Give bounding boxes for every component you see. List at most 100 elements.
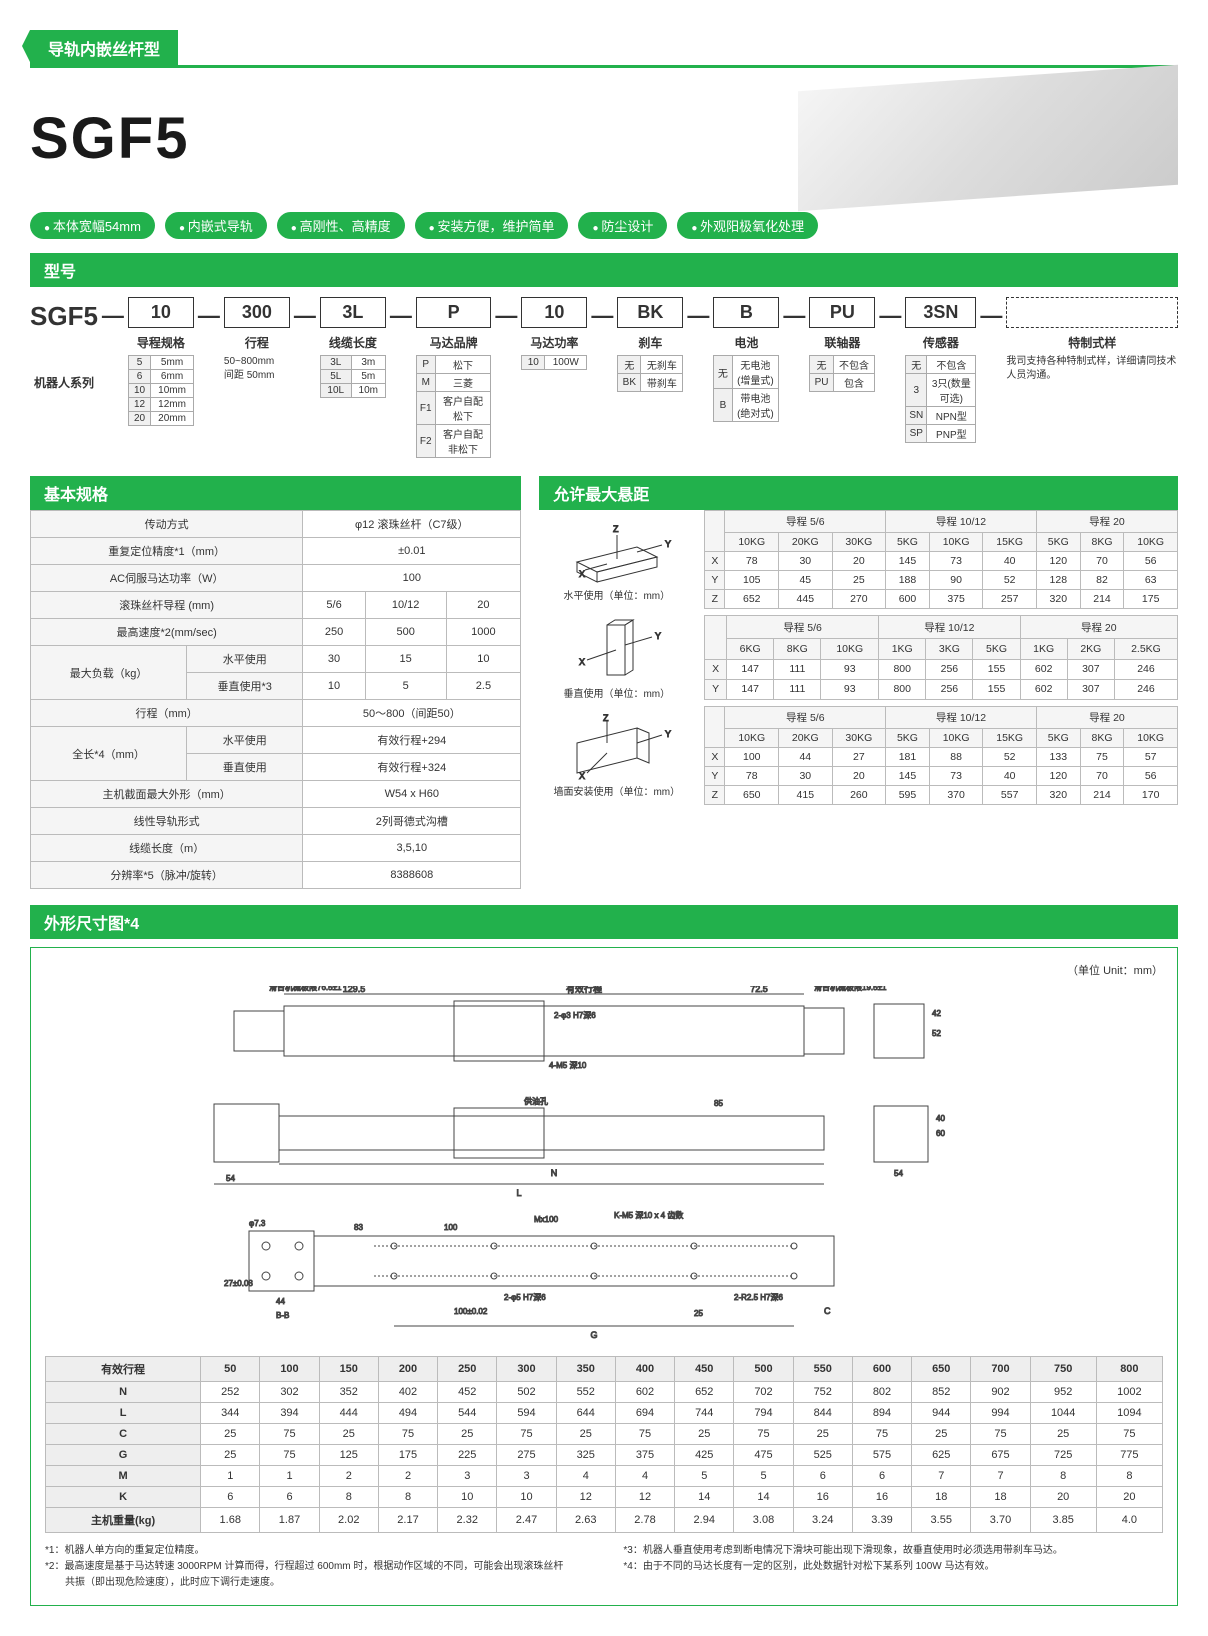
svg-text:2-φ3 H7深6: 2-φ3 H7深6 (554, 1011, 596, 1020)
svg-text:L: L (516, 1188, 521, 1198)
dimension-svg: 129.5 有效行程 72.5 滑台机械极限76.5±1 滑台机械极限19.5±… (154, 986, 1054, 1346)
feature-pill: 本体宽幅54mm (30, 212, 155, 239)
svg-text:供油孔: 供油孔 (524, 1096, 548, 1106)
model-option-table: 10100W (521, 355, 587, 370)
dimension-drawing-box: （单位 Unit：mm） 129.5 有效行程 72.5 滑台机械极限76.5±… (30, 947, 1178, 1606)
dimension-table: 有效行程501001502002503003504004505005506006… (45, 1356, 1163, 1533)
svg-text:85: 85 (714, 1099, 723, 1108)
footnote: *1：机器人单方向的重复定位精度。 (45, 1543, 563, 1559)
svg-text:60: 60 (936, 1129, 945, 1138)
model-part-label: 刹车 (617, 334, 683, 351)
svg-text:K-M5 深10 x 4 齿数: K-M5 深10 x 4 齿数 (614, 1210, 683, 1220)
svg-text:B-B: B-B (276, 1311, 289, 1320)
model-box: 3L (320, 297, 386, 328)
model-option-table: 3L3m5L5m10L10m (320, 355, 386, 398)
svg-text:N: N (551, 1168, 558, 1178)
section-overhang: 允许最大悬距 (539, 476, 1178, 510)
model-option-table: 无无电池(增量式)B带电池(绝对式) (713, 355, 779, 422)
svg-text:42: 42 (932, 1009, 941, 1018)
model-option-table: 无不包含PU包含 (809, 355, 875, 392)
svg-text:2-φ5 H7深6: 2-φ5 H7深6 (504, 1293, 546, 1302)
footnote: *4：由于不同的马达长度有一定的区别，此处数据针对松下某系列 100W 马达有效… (623, 1559, 1062, 1575)
svg-text:54: 54 (226, 1174, 235, 1183)
svg-text:100: 100 (444, 1223, 458, 1232)
product-image (798, 65, 1178, 212)
feature-pill: 安装方便，维护简单 (415, 212, 569, 239)
feature-pill: 高刚性、高精度 (277, 212, 405, 239)
svg-text:滑台机械极限19.5±1: 滑台机械极限19.5±1 (814, 986, 887, 992)
overhang-table: 导程 5/6导程 10/12导程 2010KG20KG30KG5KG10KG15… (704, 706, 1178, 805)
svg-text:Y: Y (665, 539, 671, 549)
overhang-diagram: ZYX水平使用（单位：mm） (539, 510, 694, 609)
model-box: BK (617, 297, 683, 328)
svg-text:25: 25 (694, 1309, 703, 1318)
model-box: 10 (128, 297, 194, 328)
model-series-label: 机器人系列 (30, 374, 98, 391)
model-part-label: 电池 (713, 334, 779, 351)
model-part-label: 特制式样 (1006, 334, 1178, 351)
svg-text:44: 44 (276, 1297, 285, 1306)
overhang-table: 导程 5/6导程 10/12导程 2010KG20KG30KG5KG10KG15… (704, 510, 1178, 609)
model-option-table: 无不包含33只(数量可选)SNNPN型SPPNP型 (905, 355, 976, 443)
svg-text:C: C (824, 1306, 831, 1316)
svg-text:72.5: 72.5 (750, 986, 768, 994)
model-option-table: 55mm66mm1010mm1212mm2020mm (128, 355, 194, 426)
model-option-table: 无无刹车BK带刹车 (617, 355, 683, 392)
model-box: PU (809, 297, 875, 328)
footnote: *2：最高速度是基于马达转速 3000RPM 计算而得，行程超过 600mm 时… (45, 1559, 563, 1591)
model-row: SGF5机器人系列—10导程规格55mm66mm1010mm1212mm2020… (30, 297, 1178, 458)
model-part-label: 导程规格 (128, 334, 194, 351)
model-part-label: 马达功率 (521, 334, 587, 351)
model-part-label: 线缆长度 (320, 334, 386, 351)
header-underline (30, 65, 1178, 68)
footnotes: *1：机器人单方向的重复定位精度。*2：最高速度是基于马达转速 3000RPM … (45, 1543, 1163, 1591)
model-box: 3SN (905, 297, 976, 328)
footnote: *3：机器人垂直使用考虑到断电情况下滑块可能出现下滑现象，故垂直使用时必须选用带… (623, 1543, 1062, 1559)
overhang-diagram: XYZ墙面安装使用（单位：mm） (539, 706, 694, 805)
model-box (1006, 297, 1178, 328)
svg-text:Z: Z (613, 524, 619, 534)
svg-text:83: 83 (354, 1223, 363, 1232)
svg-text:X: X (579, 657, 585, 667)
model-box: 10 (521, 297, 587, 328)
product-title: SGF5 (30, 105, 190, 172)
svg-text:有效行程: 有效行程 (566, 986, 602, 994)
feature-pill: 外观阳极氧化处理 (677, 212, 818, 239)
title-row: SGF5 (30, 78, 1178, 198)
model-box: 300 (224, 297, 290, 328)
svg-text:129.5: 129.5 (343, 986, 366, 994)
dim-unit: （单位 Unit：mm） (45, 962, 1163, 978)
svg-text:27±0.03: 27±0.03 (224, 1279, 253, 1288)
feature-pill: 内嵌式导轨 (165, 212, 267, 239)
svg-text:2-R2.5 H7深6: 2-R2.5 H7深6 (734, 1293, 783, 1302)
basic-spec-table: 传动方式φ12 滚珠丝杆（C7级）重复定位精度*1（mm）±0.01AC伺服马达… (30, 510, 521, 889)
model-part-label: 传感器 (905, 334, 976, 351)
model-option-table: P松下M三菱F1客户自配松下F2客户自配非松下 (416, 355, 491, 458)
svg-text:滑台机械极限76.5±1: 滑台机械极限76.5±1 (269, 986, 342, 992)
svg-text:G: G (590, 1330, 597, 1340)
overhang-table: 导程 5/6导程 10/12导程 206KG8KG10KG1KG3KG5KG1K… (704, 615, 1178, 700)
model-part-label: 行程 (224, 334, 290, 351)
svg-text:100±0.02: 100±0.02 (454, 1307, 488, 1316)
section-model: 型号 (30, 253, 1178, 287)
section-dimensions: 外形尺寸图*4 (30, 905, 1178, 939)
model-part-label: 联轴器 (809, 334, 875, 351)
svg-text:X: X (579, 569, 585, 579)
svg-text:Z: Z (603, 713, 609, 723)
svg-text:54: 54 (894, 1169, 903, 1178)
svg-text:Mx100: Mx100 (534, 1215, 559, 1224)
svg-text:Y: Y (655, 631, 661, 641)
feature-pills: 本体宽幅54mm 内嵌式导轨高刚性、高精度安装方便，维护简单防尘设计外观阳极氧化处… (30, 212, 1178, 239)
model-box: B (713, 297, 779, 328)
svg-text:4-M5 深10: 4-M5 深10 (549, 1061, 587, 1070)
svg-text:φ7.3: φ7.3 (249, 1219, 266, 1228)
svg-text:52: 52 (932, 1029, 941, 1038)
svg-text:X: X (579, 771, 585, 781)
overhang-diagram: XY垂直使用（单位：mm） (539, 615, 694, 700)
model-box: P (416, 297, 491, 328)
svg-text:Y: Y (665, 729, 671, 739)
feature-pill: 防尘设计 (578, 212, 667, 239)
overhang-tables: ZYX水平使用（单位：mm）导程 5/6导程 10/12导程 2010KG20K… (539, 510, 1178, 805)
model-part-label: 马达品牌 (416, 334, 491, 351)
category-tag: 导轨内嵌丝杆型 (30, 30, 178, 66)
